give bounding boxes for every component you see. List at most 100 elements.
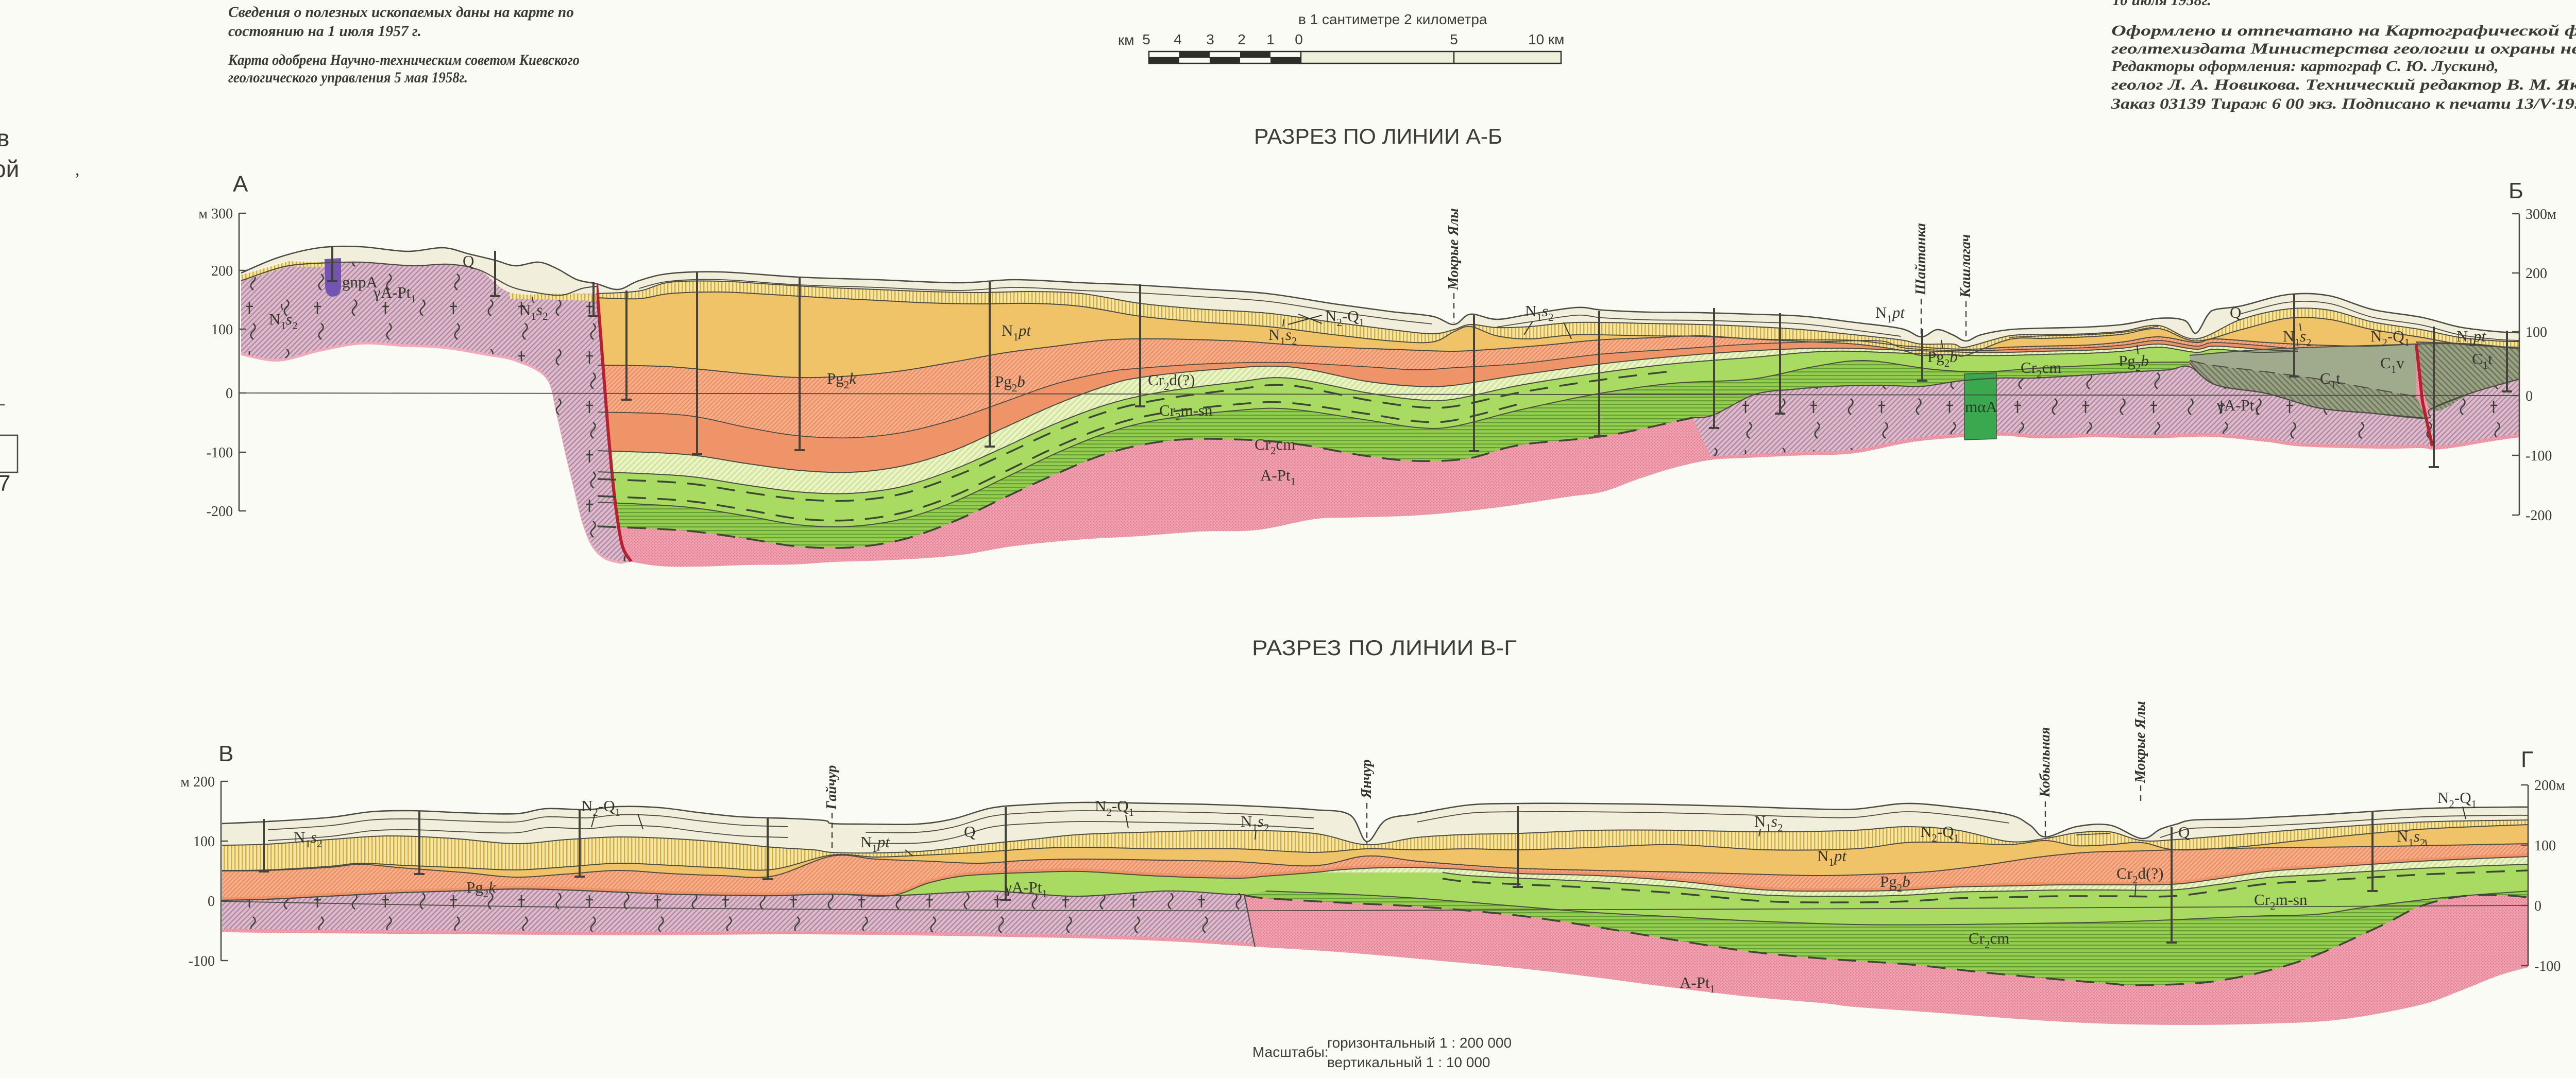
svg-text:м 300: м 300	[198, 206, 233, 222]
svg-text:4: 4	[1174, 31, 1182, 47]
svg-text:А: А	[233, 172, 248, 197]
svg-text:N1s2: N1s2	[1268, 326, 1297, 347]
svg-text:-200: -200	[2526, 508, 2552, 524]
svg-text:N1s2: N1s2	[1241, 812, 1269, 834]
svg-text:геолтехиздата Министерства гео: геолтехиздата Министерства геологии и ох…	[2111, 40, 2576, 57]
svg-text:A-Pt1: A-Pt1	[1680, 973, 1715, 995]
svg-text:N1pt: N1pt	[2456, 327, 2486, 349]
svg-text:N1s2: N1s2	[2283, 327, 2311, 349]
svg-text:Кобыльная: Кобыльная	[2037, 727, 2053, 798]
svg-text:Cr2m-sn: Cr2m-sn	[2254, 891, 2308, 912]
svg-text:Pg2b: Pg2b	[995, 372, 1025, 394]
svg-text:Мокрые Ялы: Мокрые Ялы	[1446, 208, 1462, 290]
svg-text:0: 0	[2534, 898, 2541, 914]
svg-text:Редакторы оформления: картогра: Редакторы оформления: картограф С. Ю. Лу…	[2111, 58, 2499, 75]
svg-text:ой: ой	[0, 156, 19, 182]
svg-text:N2-Q1: N2-Q1	[1325, 307, 1364, 329]
svg-text:РАЗРЕЗ ПО ЛИНИИ В-Г: РАЗРЕЗ ПО ЛИНИИ В-Г	[1252, 636, 1517, 660]
svg-text:N2-Q1: N2-Q1	[1095, 797, 1134, 818]
svg-text:Pg2b: Pg2b	[1880, 872, 1910, 894]
svg-text:100: 100	[193, 834, 215, 850]
svg-text:γA-Pt1: γA-Pt1	[373, 283, 416, 305]
svg-text:-100: -100	[2526, 448, 2552, 464]
svg-text:N2-Q1: N2-Q1	[581, 797, 620, 818]
svg-text:γA-Pt1: γA-Pt1	[1004, 878, 1047, 900]
svg-text:состоянию на 1 июля 1957 г.: состоянию на 1 июля 1957 г.	[228, 23, 421, 40]
svg-text:100: 100	[211, 322, 233, 338]
svg-text:200м: 200м	[2534, 778, 2565, 794]
svg-text:Cr2cm: Cr2cm	[2021, 358, 2061, 380]
svg-text:2: 2	[1238, 31, 1246, 47]
svg-text:7: 7	[0, 471, 10, 496]
svg-text:0: 0	[226, 386, 233, 402]
svg-text:N1pt: N1pt	[1002, 321, 1031, 343]
svg-text:γA-Pt1: γA-Pt1	[2216, 396, 2260, 418]
svg-text:0: 0	[2526, 388, 2533, 404]
svg-text:Оформлено и отпечатано на Карт: Оформлено и отпечатано на Картографическ…	[2111, 22, 2576, 39]
svg-text:N1s2: N1s2	[1525, 302, 1553, 323]
svg-text:5: 5	[1450, 31, 1458, 47]
svg-text:200: 200	[2526, 266, 2547, 282]
svg-text:Мокрые Ялы: Мокрые Ялы	[2132, 701, 2148, 783]
svg-text:-100: -100	[2534, 959, 2561, 974]
svg-text:N1s2: N1s2	[2397, 827, 2425, 849]
svg-text:N1pt: N1pt	[1817, 847, 1847, 868]
svg-text:Pg2k: Pg2k	[827, 369, 857, 391]
svg-text:N1s2: N1s2	[519, 301, 548, 322]
svg-text:C1t: C1t	[2320, 369, 2341, 391]
svg-text:100: 100	[2526, 324, 2547, 340]
svg-text:Cr2m-sn: Cr2m-sn	[1159, 401, 1213, 423]
svg-text:C1t: C1t	[2472, 350, 2493, 371]
svg-text:Гайчур: Гайчур	[824, 765, 840, 810]
svg-text:N2-Q1: N2-Q1	[2437, 789, 2477, 810]
svg-text:Карта одобрена Научно-техничес: Карта одобрена Научно-техническим совето…	[228, 52, 580, 69]
svg-text:C1v: C1v	[2380, 354, 2404, 375]
svg-text:вертикальный 1 : 10 000: вертикальный 1 : 10 000	[1327, 1054, 1490, 1070]
svg-text:Pg2b: Pg2b	[1927, 348, 1958, 369]
svg-text:gnpA: gnpA	[342, 273, 378, 291]
svg-text:100: 100	[2534, 838, 2556, 854]
svg-text:Cr2cm: Cr2cm	[1969, 929, 2009, 951]
svg-text:км: км	[1118, 32, 1134, 48]
svg-text:0: 0	[208, 894, 215, 910]
svg-text:Q: Q	[463, 252, 474, 270]
svg-text:Cr2d(?): Cr2d(?)	[1148, 371, 1195, 392]
svg-text:300м: 300м	[2526, 207, 2556, 223]
svg-text:Г: Г	[2521, 747, 2533, 772]
svg-text:Cr2d(?): Cr2d(?)	[2116, 864, 2163, 886]
svg-text:Сведения о полезных ископаемых: Сведения о полезных ископаемых даны на к…	[228, 4, 574, 21]
svg-text:N2-Q1: N2-Q1	[2370, 327, 2410, 349]
svg-text:В: В	[218, 741, 233, 766]
svg-text:Cr2cm: Cr2cm	[1255, 435, 1295, 457]
svg-text:N1s2: N1s2	[294, 828, 322, 850]
svg-text:-100: -100	[207, 445, 233, 461]
svg-text:200: 200	[211, 263, 233, 279]
svg-text:N2-Q1: N2-Q1	[1920, 823, 1959, 844]
svg-text:Янчур: Янчур	[1359, 759, 1375, 799]
svg-text:геологического управления 5 ма: геологического управления 5 мая 1958г.	[228, 69, 468, 86]
svg-text:горизонтальный 1 : 200 000: горизонтальный 1 : 200 000	[1327, 1035, 1512, 1051]
svg-text:N1pt: N1pt	[1875, 303, 1905, 325]
svg-text:Б: Б	[2509, 178, 2523, 203]
svg-text:5: 5	[1142, 31, 1150, 47]
svg-text:mαA: mαA	[1965, 398, 1997, 416]
svg-text:,: ,	[75, 160, 80, 179]
svg-text:Кашлагач: Кашлагач	[1958, 234, 1974, 298]
svg-text:-100: -100	[189, 953, 215, 969]
svg-text:-200: -200	[207, 504, 233, 520]
svg-text:в: в	[0, 125, 9, 151]
svg-text:10 км: 10 км	[1528, 31, 1564, 47]
svg-text:Масштабы:: Масштабы:	[1252, 1044, 1329, 1060]
svg-text:м 200: м 200	[180, 774, 215, 790]
svg-text:Pg2b: Pg2b	[2119, 352, 2149, 373]
svg-text:Q: Q	[2230, 303, 2241, 321]
svg-text:в 1 сантиметре 2 километра: в 1 сантиметре 2 километра	[1298, 11, 1487, 27]
svg-text:1: 1	[1266, 31, 1275, 47]
svg-text:A-Pt1: A-Pt1	[1260, 466, 1296, 488]
svg-text:10 июля 1958г.: 10 июля 1958г.	[2112, 0, 2211, 9]
svg-text:Шайтанка: Шайтанка	[1913, 223, 1929, 296]
svg-text:Pg2k: Pg2k	[466, 878, 496, 900]
svg-text:3: 3	[1206, 31, 1214, 47]
svg-text:РАЗРЕЗ ПО ЛИНИИ А-Б: РАЗРЕЗ ПО ЛИНИИ А-Б	[1254, 124, 1502, 148]
svg-text:N1s2: N1s2	[269, 310, 297, 332]
